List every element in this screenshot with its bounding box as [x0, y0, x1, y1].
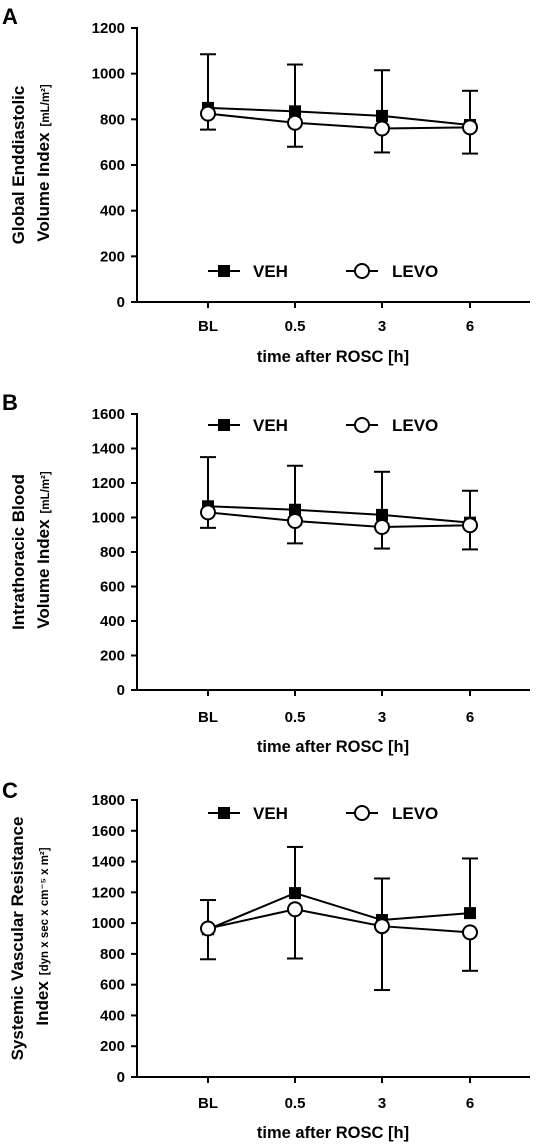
data-point-levo [200, 504, 216, 521]
y-tick-label: 600 [100, 157, 125, 174]
y-axis-title: Systemic Vascular Resistance [8, 817, 27, 1061]
y-axis-title-text: Index [33, 981, 52, 1026]
chart-panel-b: B 0 200 400 600 800 1000 1200 1400 1600 BL 0.5 3 6 tim… [2, 390, 530, 756]
x-tick-label: BL [198, 1095, 218, 1112]
y-tick-label: 0 [117, 1069, 125, 1086]
y-tick-label: 1800 [92, 792, 125, 809]
y-tick-label: 400 [100, 1007, 125, 1024]
data-point-veh [289, 105, 301, 118]
x-tick-label: BL [198, 709, 218, 726]
data-point-levo [287, 114, 303, 131]
data-point-levo [462, 119, 478, 136]
y-tick-label: 1600 [92, 823, 125, 840]
legend-marker-levo [354, 417, 370, 433]
x-axis-title: time after ROSC [h] [257, 1124, 409, 1142]
y-tick-label: 800 [100, 111, 125, 128]
y-axis-title-text: Volume Index [34, 132, 53, 242]
legend-marker-veh [218, 807, 230, 819]
legend-marker-veh [218, 265, 230, 277]
y-tick-label: 200 [100, 648, 125, 665]
y-tick-label: 400 [100, 613, 125, 630]
y-axis-title: Intrathoracic Blood [9, 474, 28, 630]
series-line-veh [207, 106, 471, 127]
series-line-levo [207, 511, 471, 528]
data-point-levo [462, 924, 478, 941]
legend: VEH LEVO [208, 416, 438, 435]
data-point-levo [462, 517, 478, 534]
y-tick-label: 400 [100, 203, 125, 220]
panel-letter: B [2, 390, 18, 415]
y-tick-label: 1000 [92, 915, 125, 932]
legend-label-veh: VEH [253, 262, 288, 281]
x-tick-label: 0.5 [285, 709, 306, 726]
data-point-veh [464, 907, 476, 920]
x-tick-label: 6 [466, 318, 474, 335]
y-axis-title-text: Volume Index [34, 519, 53, 629]
legend-marker-veh [218, 419, 230, 431]
y-tick-label: 1200 [92, 475, 125, 492]
data-point-levo [287, 512, 303, 529]
y-tick-label: 200 [100, 248, 125, 265]
chart-panel-c: C 0 200 400 600 800 1000 1200 1400 1600 1800 BL 0.5 3… [2, 778, 530, 1142]
y-axis-title-line2: Volume Index [mL/m²] [34, 84, 53, 242]
x-tick-label: BL [198, 318, 218, 335]
chart-panel-a: A 0 200 400 600 800 1000 1200 BL 0.5 3 6 time after … [2, 4, 530, 366]
data-point-levo [200, 105, 216, 122]
y-tick-label: 1400 [92, 441, 125, 458]
y-axis-unit: [mL/m²] [40, 471, 52, 513]
y-tick-label: 800 [100, 946, 125, 963]
data-point-veh [376, 508, 388, 521]
y-tick-label: 1000 [92, 510, 125, 527]
y-axis-unit: [mL/m²] [40, 84, 52, 126]
x-axis-title: time after ROSC [h] [257, 348, 409, 366]
data-point-levo [200, 920, 216, 937]
y-axis-title: Global Enddiastolic [9, 86, 28, 245]
data-point-levo [287, 901, 303, 918]
y-tick-label: 0 [117, 294, 125, 311]
legend-label-levo: LEVO [392, 416, 438, 435]
legend-marker-levo [354, 263, 370, 279]
y-tick-label: 600 [100, 977, 125, 994]
legend-label-levo: LEVO [392, 804, 438, 823]
legend: VEH LEVO [208, 262, 438, 281]
series-line-veh [207, 505, 471, 524]
legend-marker-levo [354, 805, 370, 821]
data-point-veh [376, 109, 388, 122]
y-tick-label: 1200 [92, 20, 125, 37]
x-tick-label: 0.5 [285, 318, 306, 335]
data-point-levo [374, 518, 390, 535]
y-tick-label: 1200 [92, 884, 125, 901]
y-tick-label: 800 [100, 544, 125, 561]
x-tick-label: 3 [378, 1095, 386, 1112]
legend-label-levo: LEVO [392, 262, 438, 281]
x-tick-label: 6 [466, 709, 474, 726]
x-axis-title: time after ROSC [h] [257, 738, 409, 756]
y-tick-label: 600 [100, 579, 125, 596]
y-axis-unit: [dyn x sec x cm⁻⁵ x m²] [39, 847, 51, 975]
series-line-levo [207, 112, 471, 130]
y-axis-title-line2: Volume Index [mL/m²] [34, 471, 53, 629]
legend: VEH LEVO [208, 804, 438, 823]
x-tick-label: 3 [378, 709, 386, 726]
data-point-veh [289, 887, 301, 900]
data-point-levo [374, 918, 390, 935]
y-tick-label: 0 [117, 682, 125, 699]
series-line-levo [207, 908, 471, 934]
y-tick-label: 1000 [92, 66, 125, 83]
data-point-veh [289, 503, 301, 516]
legend-label-veh: VEH [253, 804, 288, 823]
x-tick-label: 3 [378, 318, 386, 335]
y-tick-label: 200 [100, 1038, 125, 1055]
y-tick-label: 1600 [92, 406, 125, 423]
y-axis-title-line2: Index [dyn x sec x cm⁻⁵ x m²] [33, 847, 52, 1025]
data-point-levo [374, 120, 390, 137]
x-tick-label: 6 [466, 1095, 474, 1112]
y-tick-label: 1400 [92, 854, 125, 871]
panel-letter: A [2, 4, 18, 29]
x-tick-label: 0.5 [285, 1095, 306, 1112]
panel-letter: C [2, 778, 18, 803]
legend-label-veh: VEH [253, 416, 288, 435]
series-line-veh [207, 892, 471, 931]
